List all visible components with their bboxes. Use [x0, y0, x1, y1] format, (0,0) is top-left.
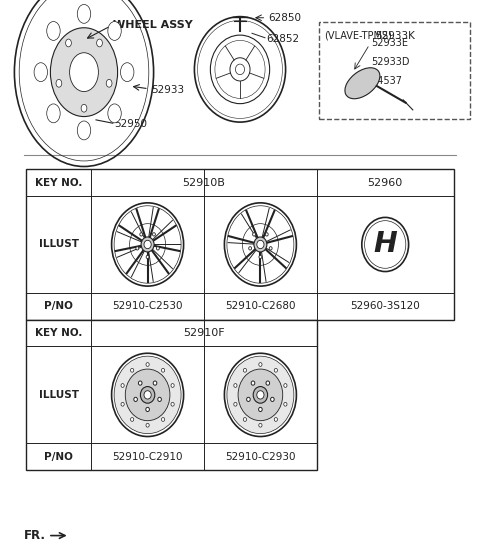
Text: 52933D: 52933D [371, 57, 409, 67]
Ellipse shape [81, 104, 87, 112]
Text: (VLAVE-TPMS): (VLAVE-TPMS) [324, 31, 392, 41]
Circle shape [265, 233, 268, 236]
Circle shape [249, 246, 252, 250]
Text: 62850: 62850 [268, 13, 301, 23]
Circle shape [234, 402, 237, 406]
Circle shape [140, 387, 155, 403]
Circle shape [234, 384, 237, 387]
Circle shape [271, 397, 274, 401]
Text: 52910-C2930: 52910-C2930 [225, 452, 296, 462]
Text: KEY NO.: KEY NO. [35, 328, 83, 338]
Circle shape [146, 362, 149, 366]
Text: KEY NO.: KEY NO. [35, 178, 83, 188]
Circle shape [146, 407, 149, 412]
Text: 52910F: 52910F [183, 328, 225, 338]
Text: 52960: 52960 [368, 178, 403, 188]
Ellipse shape [345, 68, 380, 99]
Circle shape [284, 402, 287, 406]
Text: 52933K: 52933K [375, 31, 415, 41]
Bar [26, 169, 454, 320]
Circle shape [121, 402, 124, 406]
Text: 52910-C2530: 52910-C2530 [112, 301, 183, 311]
Circle shape [238, 369, 283, 421]
Text: 62852: 62852 [266, 34, 300, 44]
Circle shape [247, 397, 250, 401]
Circle shape [269, 246, 272, 250]
Circle shape [171, 402, 174, 406]
Circle shape [171, 384, 174, 387]
Text: WHEEL ASSY: WHEEL ASSY [113, 20, 192, 30]
Circle shape [131, 417, 134, 421]
Ellipse shape [108, 22, 121, 41]
Ellipse shape [120, 63, 134, 82]
Circle shape [138, 381, 142, 385]
Ellipse shape [47, 104, 60, 123]
Circle shape [259, 255, 262, 259]
Circle shape [158, 397, 161, 401]
Ellipse shape [77, 121, 91, 140]
Circle shape [257, 391, 264, 399]
Circle shape [153, 381, 157, 385]
Ellipse shape [108, 104, 121, 123]
Text: 52960-3S120: 52960-3S120 [350, 301, 420, 311]
Ellipse shape [50, 28, 118, 117]
Circle shape [141, 237, 154, 252]
Circle shape [161, 369, 165, 372]
Text: 52933: 52933 [151, 85, 184, 95]
Circle shape [266, 381, 270, 385]
Circle shape [243, 369, 247, 372]
Ellipse shape [96, 39, 102, 47]
Text: 52933E: 52933E [371, 38, 408, 48]
Circle shape [251, 381, 255, 385]
Circle shape [259, 423, 262, 427]
Circle shape [146, 423, 149, 427]
Ellipse shape [77, 4, 91, 23]
Ellipse shape [70, 53, 98, 92]
Text: 52910B: 52910B [182, 178, 226, 188]
Circle shape [274, 369, 277, 372]
Circle shape [284, 384, 287, 387]
Circle shape [146, 255, 149, 259]
Circle shape [156, 246, 159, 250]
Circle shape [254, 237, 267, 252]
Ellipse shape [34, 63, 48, 82]
Ellipse shape [66, 39, 72, 47]
Circle shape [144, 391, 151, 399]
Ellipse shape [56, 79, 62, 87]
Circle shape [259, 362, 262, 366]
Ellipse shape [106, 79, 112, 87]
Circle shape [274, 417, 277, 421]
Circle shape [227, 356, 294, 433]
Bar [26, 320, 317, 470]
Text: 52950: 52950 [114, 119, 147, 129]
Circle shape [259, 407, 262, 412]
Circle shape [121, 384, 124, 387]
Text: 52910-C2680: 52910-C2680 [225, 301, 296, 311]
Text: ILLUST: ILLUST [39, 239, 79, 250]
Circle shape [153, 233, 156, 236]
Text: ILLUST: ILLUST [39, 390, 79, 400]
Circle shape [252, 233, 255, 236]
Bar [319, 22, 470, 119]
Text: H: H [373, 230, 397, 259]
Circle shape [144, 240, 151, 249]
Circle shape [257, 240, 264, 249]
Circle shape [131, 369, 134, 372]
Circle shape [161, 417, 165, 421]
Text: 24537: 24537 [371, 76, 402, 86]
Circle shape [140, 233, 143, 236]
Text: P/NO: P/NO [44, 452, 73, 462]
Circle shape [136, 246, 139, 250]
Text: P/NO: P/NO [44, 301, 73, 311]
Circle shape [243, 417, 247, 421]
Circle shape [114, 356, 181, 433]
Text: FR.: FR. [24, 529, 46, 542]
Circle shape [134, 397, 137, 401]
Text: 52910-C2910: 52910-C2910 [112, 452, 183, 462]
Circle shape [253, 387, 267, 403]
Ellipse shape [47, 22, 60, 41]
Circle shape [125, 369, 170, 421]
